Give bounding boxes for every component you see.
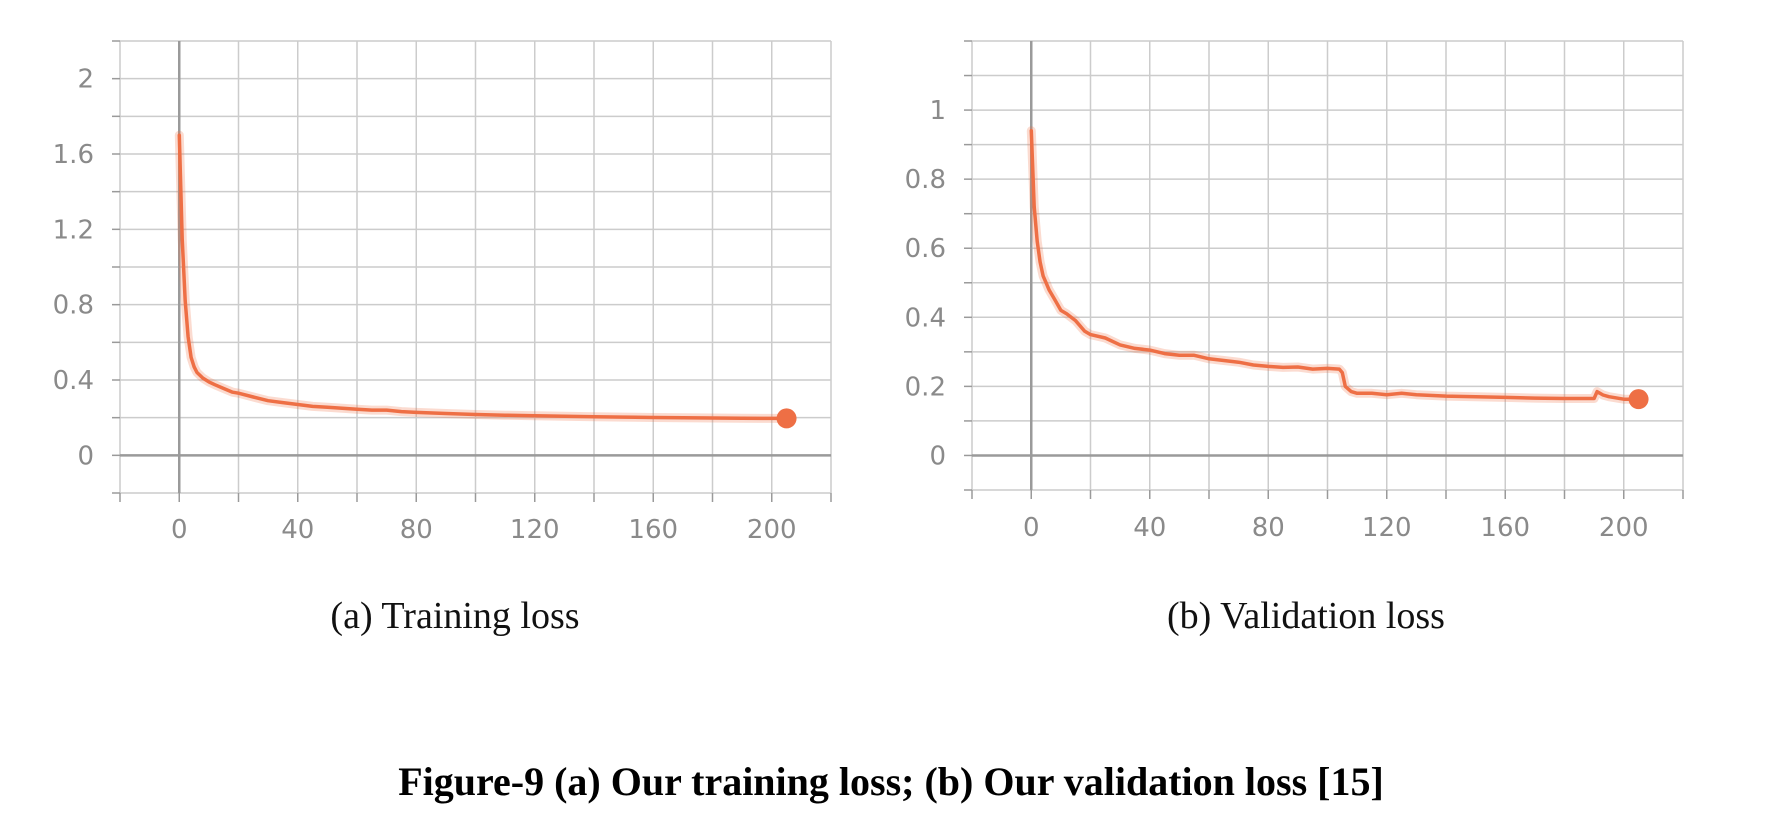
- x-tick-label: 160: [628, 515, 678, 545]
- series-line-shadow: [1026, 126, 1644, 404]
- charts-canvas: 0 40 80 120 160 200 0 0.4 0.8 1.2 1.6 2 0 40 80 120 160…: [53, 40, 1684, 545]
- x-tick-label: 120: [1362, 513, 1412, 543]
- y-tick-label: 1.6: [53, 140, 94, 170]
- training-loss-caption: (a) Training loss: [330, 595, 580, 637]
- y-tick-label: 0: [77, 441, 94, 471]
- y-tick-label: 0.6: [905, 234, 946, 264]
- series-line: [1029, 129, 1641, 401]
- training-loss-chart: 0 40 80 120 160 200 0 0.4 0.8 1.2 1.6 2: [53, 40, 832, 545]
- y-tick-label: 1.2: [53, 215, 94, 245]
- x-tick-label: 0: [1023, 513, 1040, 543]
- y-tick-label: 0.8: [905, 165, 946, 195]
- x-tick-label: 80: [400, 515, 433, 545]
- y-tick-label: 1: [929, 96, 946, 126]
- series-line-shadow: [174, 130, 792, 423]
- end-point-marker: [776, 408, 797, 429]
- figure-caption: Figure-9 (a) Our training loss; (b) Our …: [398, 759, 1384, 804]
- x-tick-label: 0: [171, 515, 188, 545]
- y-tick-label: 2: [77, 65, 94, 95]
- x-tick-label: 80: [1252, 513, 1285, 543]
- y-tick-label: 0.4: [53, 366, 94, 396]
- validation-loss-chart: 0 40 80 120 160 200 0 0.2 0.4 0.6 0.8 1: [905, 40, 1684, 543]
- x-tick-label: 200: [1599, 513, 1649, 543]
- y-tick-label: 0.8: [53, 291, 94, 321]
- validation-loss-caption: (b) Validation loss: [1167, 595, 1445, 637]
- x-tick-label: 40: [1133, 513, 1166, 543]
- y-tick-label: 0.4: [905, 303, 946, 333]
- x-tick-label: 120: [510, 515, 560, 545]
- x-tick-label: 160: [1480, 513, 1530, 543]
- y-tick-label: 0: [929, 441, 946, 471]
- x-tick-label: 40: [281, 515, 314, 545]
- end-point-marker: [1628, 389, 1649, 410]
- y-tick-label: 0.2: [905, 372, 946, 402]
- series-line: [177, 133, 789, 421]
- x-tick-label: 200: [747, 515, 797, 545]
